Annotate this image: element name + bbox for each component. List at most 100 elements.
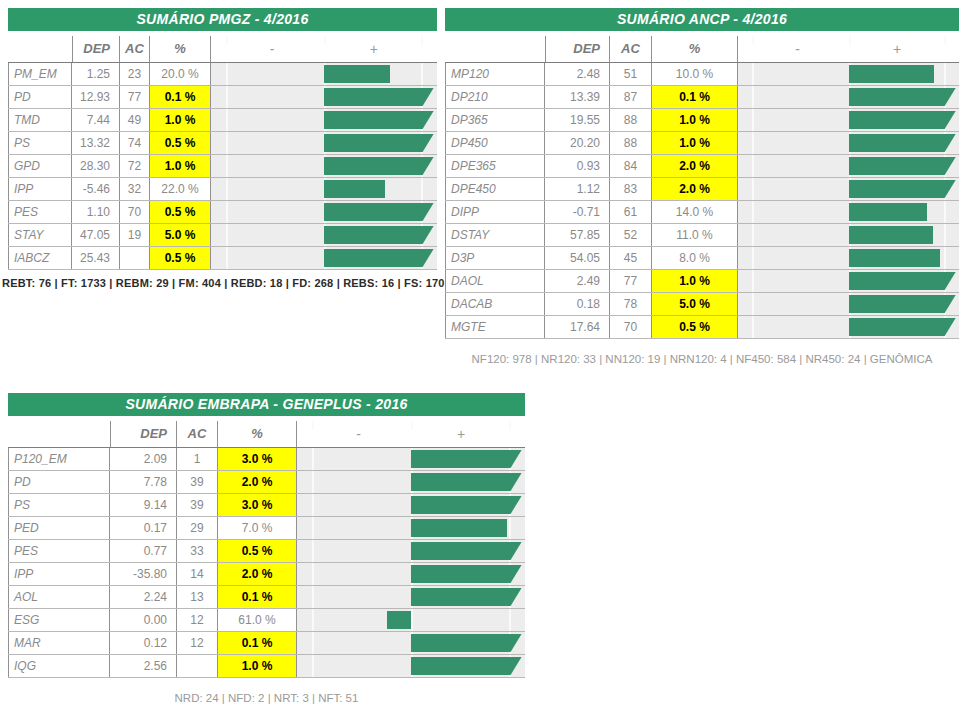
ac-value: 77: [610, 270, 652, 292]
scale-tick: [312, 563, 314, 585]
table-title: SUMÁRIO EMBRAPA - GENEPLUS - 2016: [8, 393, 525, 416]
embrapa-summary-table: SUMÁRIO EMBRAPA - GENEPLUS - 2016 DEP AC…: [8, 393, 525, 704]
scale-tick: [421, 63, 423, 85]
table-row: DPE3650.93842.0 %: [445, 155, 959, 178]
table-row: ESG0.001261.0 %: [8, 609, 525, 632]
dep-value: 57.85: [545, 224, 610, 246]
scale-tick: [752, 109, 754, 131]
percentile-value: 1.0 %: [218, 655, 297, 677]
label-column-header: [445, 36, 545, 62]
scale-tick: [226, 86, 228, 108]
table-row: PES0.77330.5 %: [8, 540, 525, 563]
percentile-value: 2.0 %: [652, 178, 738, 200]
value-bar: [324, 180, 385, 198]
value-bar: [849, 249, 940, 267]
percentile-value: 3.0 %: [218, 494, 297, 516]
percentile-value: 11.0 %: [652, 224, 738, 246]
ac-value: 19: [120, 224, 150, 246]
bar-cell: [297, 586, 525, 608]
ac-value: 45: [610, 247, 652, 269]
table-row: PES1.10700.5 %: [8, 201, 437, 224]
label-column-header: [8, 421, 110, 447]
scale-tick: [312, 471, 314, 493]
bar-cell: [297, 448, 525, 470]
value-bar: [411, 565, 522, 583]
value-bar: [411, 496, 522, 514]
bar-cell: [211, 132, 437, 154]
value-bar: [324, 203, 434, 221]
scale-tick: [944, 224, 946, 246]
scale-tick: [509, 517, 511, 539]
scale-tick: [312, 421, 314, 430]
row-label: MGTE: [445, 316, 545, 338]
table-row: DP45020.20881.0 %: [445, 132, 959, 155]
table-row: D3P54.05458.0 %: [445, 247, 959, 270]
bar-cell: [297, 540, 525, 562]
ac-value: 70: [610, 316, 652, 338]
value-bar: [411, 519, 507, 537]
bar-cell: [297, 563, 525, 585]
ac-value: 32: [120, 178, 150, 200]
value-bar: [849, 180, 956, 198]
percentile-value: 22.0 %: [150, 178, 211, 200]
value-bar: [411, 450, 522, 468]
percentile-value: 0.5 %: [150, 201, 211, 223]
row-label: DAOL: [445, 270, 545, 292]
table-footer: NRD: 24 | NFD: 2 | NRT: 3 | NFT: 51: [8, 692, 525, 704]
bar-cell: [211, 63, 437, 85]
summary-report-page: SUMÁRIO PMGZ - 4/2016 DEP AC % - + PM_EM…: [0, 0, 966, 713]
scale-tick: [312, 609, 314, 631]
scale-tick: [312, 540, 314, 562]
percentile-value: 5.0 %: [150, 224, 211, 246]
row-label: PES: [8, 201, 72, 223]
table-row: AOL2.24130.1 %: [8, 586, 525, 609]
value-bar: [849, 226, 934, 244]
ac-value: [120, 247, 150, 269]
table-row: MAR0.12120.1 %: [8, 632, 525, 655]
scale-tick: [944, 201, 946, 223]
ac-column-header: AC: [120, 36, 150, 62]
scale-tick: [752, 155, 754, 177]
scale-tick: [312, 655, 314, 677]
row-label: IQG: [8, 655, 110, 677]
scale-tick: [944, 63, 946, 85]
value-bar: [324, 157, 434, 175]
bar-cell: [297, 609, 525, 631]
ac-value: 23: [120, 63, 150, 85]
table-row: PD7.78392.0 %: [8, 471, 525, 494]
bar-cell: [211, 224, 437, 246]
scale-tick: [752, 247, 754, 269]
value-bar: [324, 226, 434, 244]
row-label: GPD: [8, 155, 72, 177]
bar-cell: [738, 86, 959, 108]
table-row: STAY47.05195.0 %: [8, 224, 437, 247]
table-row: PS9.14393.0 %: [8, 494, 525, 517]
dep-value: 13.32: [72, 132, 120, 154]
scale-tick: [411, 421, 413, 430]
bar-cell: [738, 270, 959, 292]
dep-value: 1.12: [545, 178, 610, 200]
scale-tick: [312, 448, 314, 470]
dep-value: 0.77: [110, 540, 177, 562]
percentile-value: 5.0 %: [652, 293, 738, 315]
percentile-value: 0.5 %: [652, 316, 738, 338]
percentile-value: 61.0 %: [218, 609, 297, 631]
dep-value: 47.05: [72, 224, 120, 246]
dep-value: -0.71: [545, 201, 610, 223]
scale-tick: [752, 270, 754, 292]
ancp-summary-table: SUMÁRIO ANCP - 4/2016 DEP AC % - + MP120…: [445, 8, 959, 365]
pmgz-summary-table: SUMÁRIO PMGZ - 4/2016 DEP AC % - + PM_EM…: [8, 8, 437, 289]
ac-value: 61: [610, 201, 652, 223]
dep-value: 0.93: [545, 155, 610, 177]
scale-tick: [226, 36, 228, 45]
ac-value: 72: [120, 155, 150, 177]
scale-tick: [226, 155, 228, 177]
table-row: IPP-35.80142.0 %: [8, 563, 525, 586]
bar-cell: [738, 109, 959, 131]
table-row: IABCZ25.430.5 %: [8, 247, 437, 270]
row-label: PD: [8, 471, 110, 493]
scale-tick: [421, 178, 423, 200]
scale-tick: [226, 132, 228, 154]
dep-value: 12.93: [72, 86, 120, 108]
value-bar: [411, 588, 522, 606]
